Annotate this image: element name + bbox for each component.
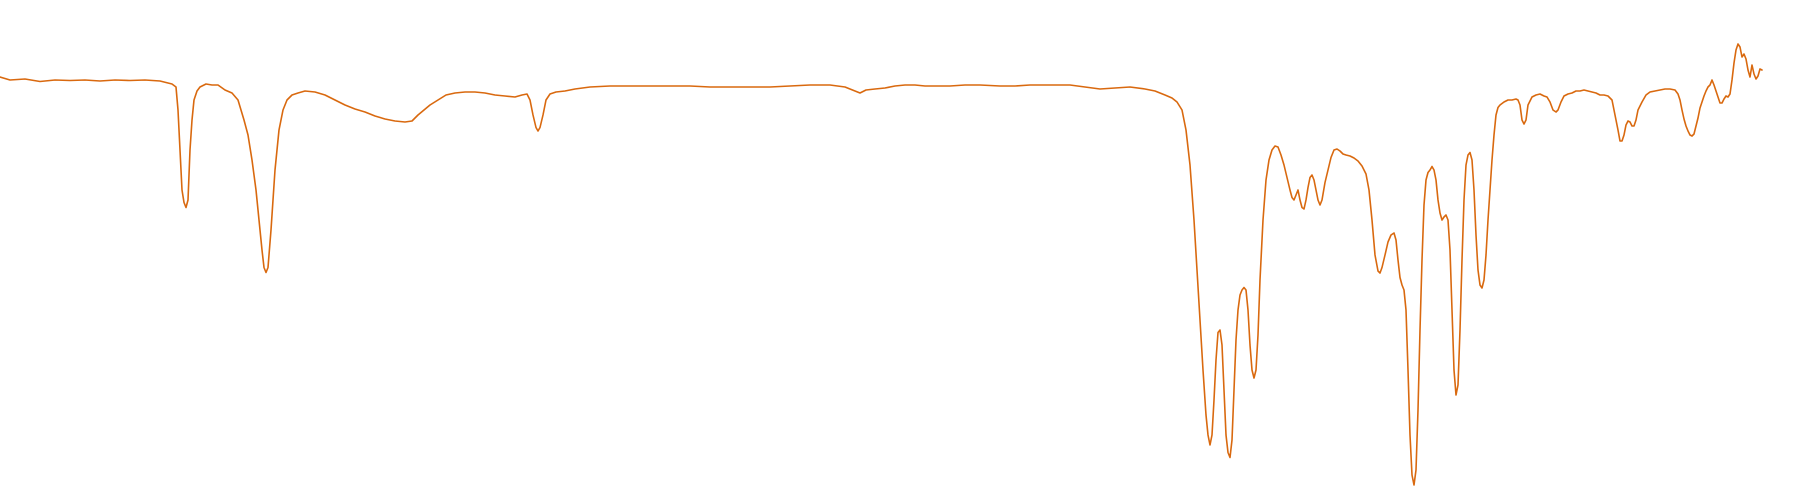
series-line-0 (0, 43, 1763, 486)
series-layer (0, 43, 1763, 486)
